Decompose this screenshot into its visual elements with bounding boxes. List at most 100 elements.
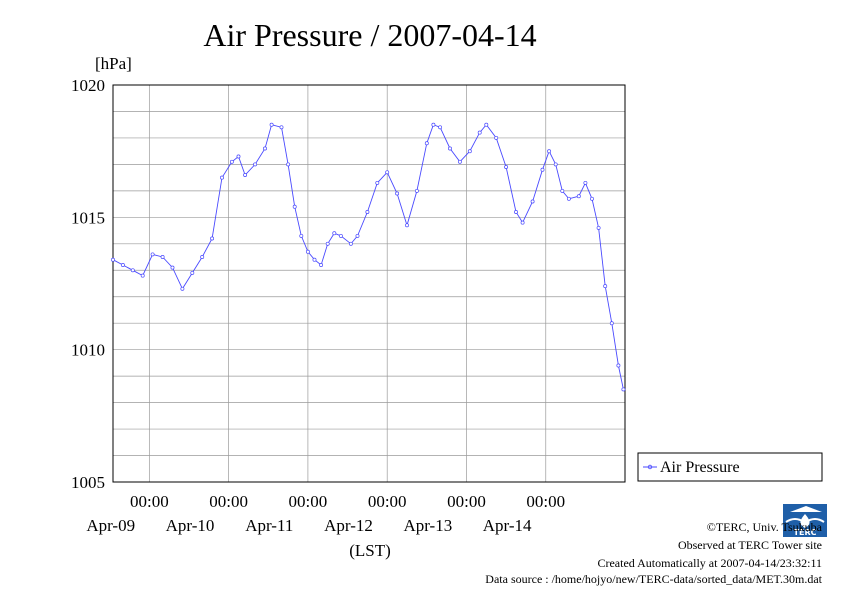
data-point: [477, 130, 482, 135]
data-point: [170, 265, 175, 270]
data-point: [494, 135, 499, 140]
x-axis-label: (LST): [349, 541, 391, 560]
data-point: [576, 194, 581, 199]
data-point: [180, 286, 185, 291]
x-tick-date: Apr-09: [86, 516, 135, 535]
data-point: [312, 257, 317, 262]
data-point: [348, 241, 353, 246]
data-point: [319, 263, 324, 267]
data-point: [395, 191, 400, 196]
data-point: [609, 321, 614, 326]
grid: [113, 85, 625, 482]
data-point: [514, 210, 518, 214]
data-point: [540, 167, 545, 172]
data-point: [621, 387, 626, 392]
data-point: [530, 199, 535, 204]
legend-label: Air Pressure: [660, 459, 740, 476]
data-point: [590, 196, 594, 201]
y-tick-label: 1020: [71, 76, 105, 95]
data-point: [385, 170, 390, 175]
logo-wave-left: [785, 518, 805, 523]
data-point: [457, 159, 462, 164]
data-point: [150, 252, 155, 257]
data-point: [130, 268, 135, 273]
data-point: [140, 273, 145, 278]
series-air-pressure: [111, 122, 626, 392]
data-point: [365, 210, 370, 214]
data-point: [305, 249, 310, 254]
x-tick-time: 00:00: [447, 492, 486, 511]
logo-text: TERC: [794, 528, 817, 537]
x-tick-date: Apr-12: [324, 516, 373, 535]
data-point: [269, 122, 274, 127]
data-point: [292, 204, 297, 209]
data-point: [553, 162, 558, 167]
y-tick-label: 1005: [71, 473, 105, 492]
data-point: [547, 149, 552, 154]
data-point: [375, 180, 380, 185]
y-axis: 1005 1010 1015 1020: [71, 76, 105, 492]
data-point: [286, 162, 291, 167]
legend-box: [637, 452, 823, 482]
data-point: [253, 162, 258, 167]
data-point: [424, 141, 429, 146]
x-tick-time: 00:00: [209, 492, 248, 511]
data-point: [200, 255, 205, 259]
data-point: [566, 196, 571, 201]
data-point: [484, 122, 489, 127]
x-tick-date: Apr-13: [403, 516, 452, 535]
y-tick-label: 1010: [71, 341, 105, 360]
logo-roof-shape: [790, 506, 822, 512]
data-point: [299, 233, 304, 238]
data-point: [467, 149, 472, 154]
y-tick-label: 1015: [71, 208, 105, 227]
data-point: [229, 159, 234, 164]
data-point: [414, 188, 419, 193]
chart-title: Air Pressure / 2007-04-14: [203, 17, 536, 53]
legend-marker-swatch: [647, 464, 653, 470]
data-point: [236, 154, 241, 159]
data-point: [120, 263, 125, 267]
data-point: [431, 122, 436, 127]
data-point: [111, 257, 115, 262]
x-tick-date: Apr-14: [483, 516, 532, 535]
data-point: [160, 255, 165, 259]
data-point: [243, 173, 248, 177]
copyright-text: ©TERC, Univ. Tsukuba: [707, 520, 823, 534]
x-tick-date: Apr-11: [245, 516, 293, 535]
source-text: Data source : /home/hojyo/new/TERC-data/…: [485, 572, 822, 586]
terc-logo: TERC: [783, 504, 827, 537]
data-point: [210, 236, 215, 241]
data-point: [560, 188, 565, 193]
data-point: [603, 284, 608, 289]
created-text: Created Automatically at 2007-04-14/23:3…: [597, 556, 822, 570]
data-point: [504, 165, 509, 169]
x-tick-time: 00:00: [526, 492, 565, 511]
x-tick-time: 00:00: [130, 492, 169, 511]
legend: Air Pressure: [637, 452, 823, 482]
site-text: Observed at TERC Tower site: [678, 538, 822, 552]
data-point: [338, 233, 343, 238]
data-point: [596, 225, 601, 230]
logo-wave-right: [805, 518, 825, 523]
x-axis: 00:00 Apr-09 00:00 Apr-10 00:00 Apr-11 00:00 Ap…: [86, 492, 565, 535]
x-tick-time: 00:00: [368, 492, 407, 511]
data-point: [616, 363, 621, 368]
data-point: [355, 233, 360, 238]
data-point: [438, 125, 443, 130]
series-line: [112, 123, 624, 390]
data-point: [332, 231, 337, 236]
data-point: [520, 220, 525, 225]
data-point: [448, 146, 452, 151]
plot-frame: [112, 84, 626, 483]
data-point: [279, 125, 284, 130]
y-axis-label: [hPa]: [95, 54, 132, 73]
data-point: [583, 180, 588, 185]
data-point: [190, 270, 195, 275]
x-tick-date: Apr-10: [166, 516, 215, 535]
data-point: [325, 241, 330, 246]
data-point: [220, 175, 224, 180]
logo-drop-icon: [800, 514, 810, 528]
data-point: [263, 146, 267, 151]
